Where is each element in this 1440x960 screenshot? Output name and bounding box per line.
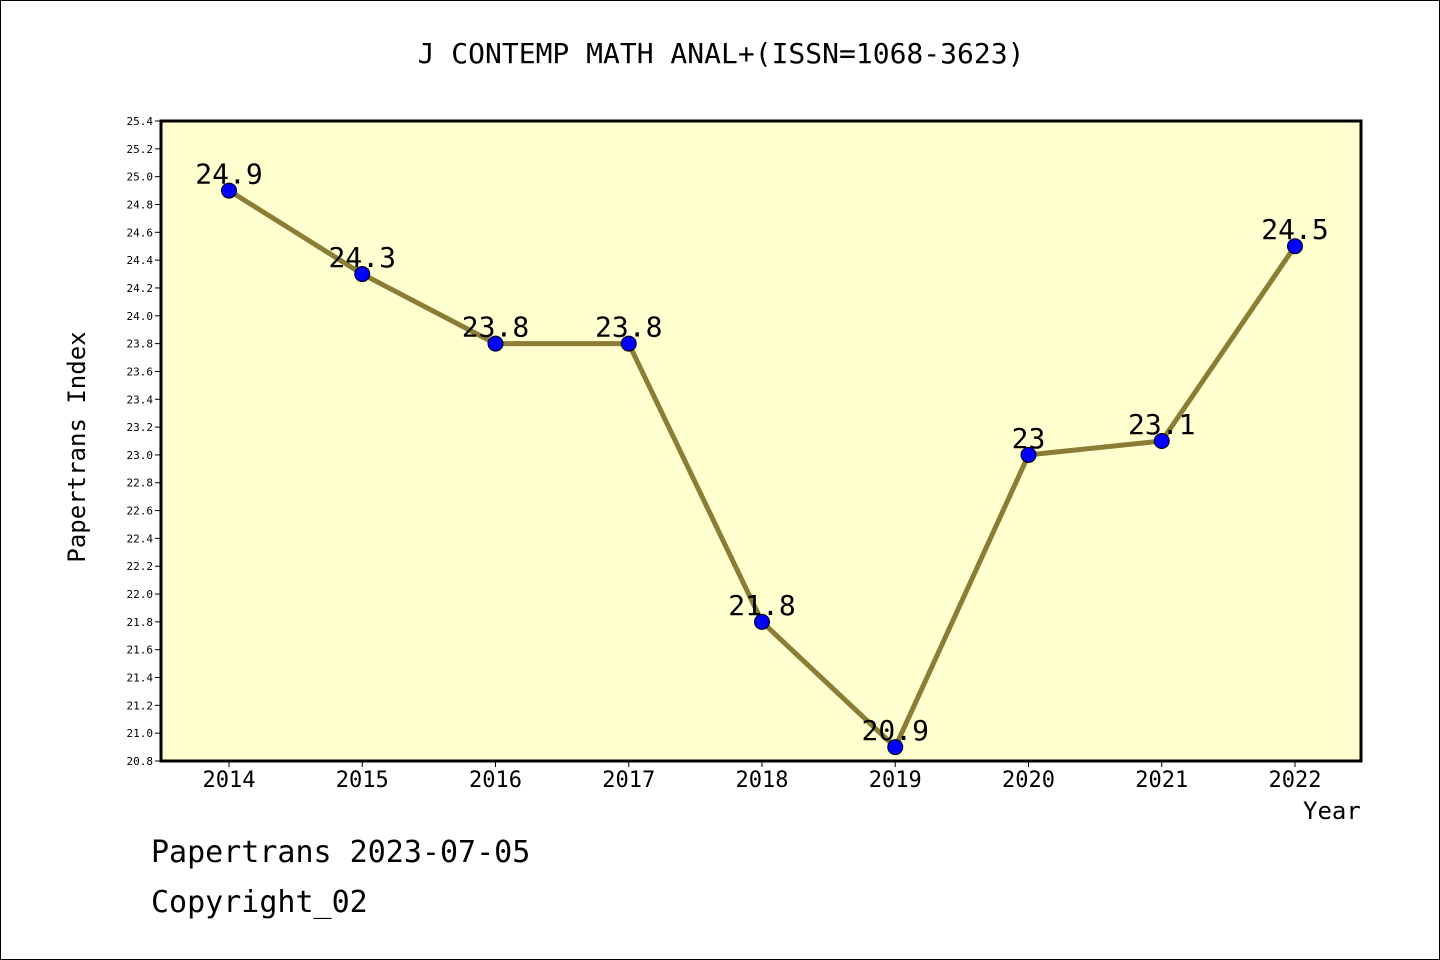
data-label-3: 23.8 [595, 311, 662, 344]
x-tick-label-4: 2018 [736, 768, 789, 793]
y-tick-label-22: 25.2 [127, 143, 154, 156]
y-tick-label-15: 23.8 [127, 338, 154, 351]
y-tick-label-7: 22.2 [127, 560, 154, 573]
x-tick-label-0: 2014 [203, 768, 256, 793]
y-tick-label-18: 24.4 [127, 254, 154, 267]
data-point-4 [754, 613, 770, 630]
data-label-7: 23.1 [1128, 408, 1195, 441]
data-label-4: 21.8 [728, 589, 795, 622]
x-tick-label-1: 2015 [336, 768, 389, 793]
x-axis-label: Year [1303, 797, 1361, 825]
y-tick-label-1: 21.0 [127, 727, 154, 740]
data-label-0: 24.9 [195, 158, 262, 191]
y-tick-label-5: 21.8 [127, 616, 154, 629]
x-tick-label-3: 2017 [602, 768, 655, 793]
data-point-8 [1287, 238, 1303, 255]
chart-title: J CONTEMP MATH ANAL+(ISSN=1068-3623) [417, 37, 1025, 70]
y-tick-label-10: 22.8 [127, 477, 154, 490]
x-tick-label-2: 2016 [469, 768, 522, 793]
x-tick-label-8: 2022 [1269, 768, 1322, 793]
y-tick-label-11: 23.0 [127, 449, 154, 462]
y-tick-label-3: 21.4 [127, 672, 154, 685]
data-point-7 [1153, 433, 1170, 449]
plot-background [161, 121, 1361, 761]
plot-border [159, 119, 1363, 763]
y-tick-label-0: 20.8 [127, 755, 154, 768]
y-tick-label-21: 25.0 [127, 171, 154, 184]
x-tick-label-5: 2019 [869, 768, 922, 793]
y-tick-label-20: 24.8 [127, 198, 154, 211]
y-tick-label-8: 22.4 [127, 532, 154, 545]
data-point-2 [487, 335, 504, 352]
y-tick-label-13: 23.4 [127, 393, 154, 406]
y-tick-label-17: 24.2 [127, 282, 154, 295]
data-point-0 [221, 182, 237, 199]
footer-date: Papertrans 2023-07-05 [151, 835, 531, 870]
y-tick-label-6: 22.0 [127, 588, 154, 601]
y-tick-label-23: 25.4 [127, 115, 154, 128]
data-label-6: 23 [1012, 422, 1046, 455]
y-tick-label-12: 23.2 [127, 421, 154, 434]
y-tick-label-16: 24.0 [127, 310, 154, 323]
y-tick-label-2: 21.2 [127, 699, 154, 712]
data-point-6 [1020, 446, 1037, 463]
data-label-5: 20.9 [862, 714, 929, 747]
data-point-3 [620, 335, 637, 352]
footer-copyright: Copyright_02 [151, 885, 368, 920]
data-label-8: 24.5 [1261, 213, 1328, 246]
x-tick-label-7: 2021 [1135, 768, 1188, 793]
y-tick-label-9: 22.6 [127, 505, 154, 518]
data-point-1 [354, 266, 371, 283]
y-tick-label-4: 21.6 [127, 644, 154, 657]
data-label-2: 23.8 [462, 311, 529, 344]
data-label-1: 24.3 [329, 241, 396, 274]
x-tick-label-6: 2020 [1002, 768, 1055, 793]
data-point-5 [887, 739, 904, 756]
y-tick-label-14: 23.6 [127, 365, 154, 378]
y-tick-label-19: 24.6 [127, 226, 154, 239]
